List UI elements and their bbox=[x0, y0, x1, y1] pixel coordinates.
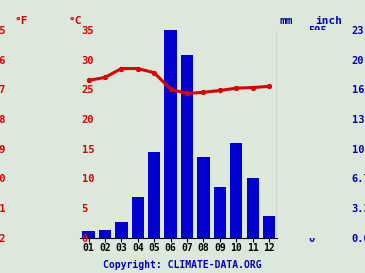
Text: °F: °F bbox=[15, 16, 28, 26]
Bar bbox=[230, 143, 242, 238]
Bar bbox=[181, 55, 193, 238]
Text: mm: mm bbox=[280, 16, 293, 26]
Bar bbox=[263, 216, 275, 238]
Bar bbox=[115, 222, 127, 238]
Bar bbox=[82, 230, 95, 238]
Bar bbox=[132, 197, 144, 238]
Bar bbox=[214, 187, 226, 238]
Bar bbox=[165, 29, 177, 238]
Text: Copyright: CLIMATE-DATA.ORG: Copyright: CLIMATE-DATA.ORG bbox=[103, 260, 262, 270]
Bar bbox=[99, 230, 111, 238]
Bar bbox=[148, 152, 160, 238]
Text: inch: inch bbox=[315, 16, 342, 26]
Text: °C: °C bbox=[69, 16, 82, 26]
Bar bbox=[247, 178, 259, 238]
Bar bbox=[197, 157, 210, 238]
